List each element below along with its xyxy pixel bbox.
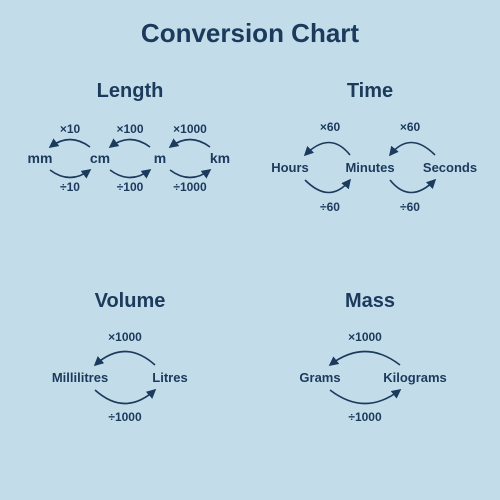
section-time: Time Hours Minutes Seconds ×60 ×60 ÷60 ÷…	[260, 80, 480, 230]
time-arrows	[260, 80, 480, 230]
section-volume: Volume Millilitres Litres ×1000 ÷1000	[30, 290, 230, 440]
section-length: Length mm cm m km ×10 ×100 ×1000 ÷10 ÷10…	[20, 80, 240, 210]
mass-arrows	[270, 290, 470, 440]
volume-arrows	[30, 290, 230, 440]
length-arrows	[20, 80, 240, 210]
section-mass: Mass Grams Kilograms ×1000 ÷1000	[270, 290, 470, 440]
page-title: Conversion Chart	[0, 18, 500, 49]
